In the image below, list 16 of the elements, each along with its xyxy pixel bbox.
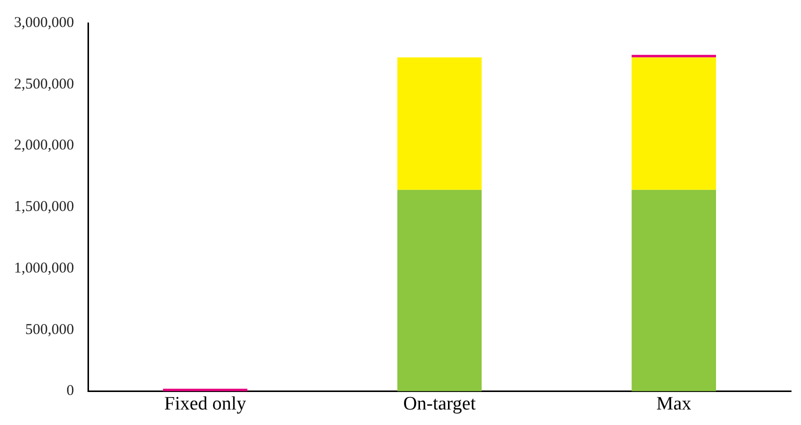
bar bbox=[632, 54, 716, 58]
y-tick-label: 2,000,000 bbox=[14, 138, 74, 154]
bar bbox=[397, 190, 482, 392]
y-tick-label: 2,500,000 bbox=[14, 76, 74, 92]
bar bbox=[162, 388, 248, 392]
bar bbox=[397, 57, 482, 190]
y-tick-label: 1,000,000 bbox=[14, 260, 74, 276]
y-tick-label: 0 bbox=[66, 383, 74, 400]
x-tick-label: Fixed only bbox=[164, 394, 247, 415]
y-tick-label: 500,000 bbox=[25, 322, 74, 338]
x-tick-label: Max bbox=[656, 394, 692, 415]
bar bbox=[632, 190, 716, 392]
y-tick-label: 3,000,000 bbox=[14, 14, 74, 31]
bar bbox=[632, 57, 716, 190]
x-tick-label: On-target bbox=[403, 394, 476, 415]
y-tick-label: 1,500,000 bbox=[14, 199, 74, 216]
